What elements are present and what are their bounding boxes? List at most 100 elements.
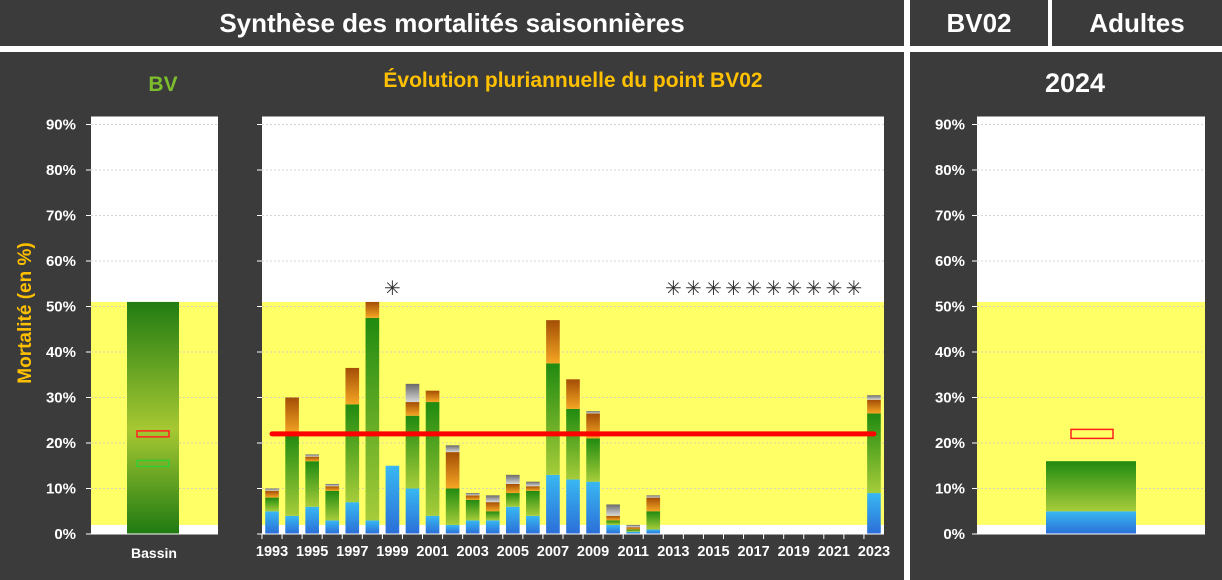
bv-y-tick-label: 80% [46,162,76,179]
current-bar-blue [1046,511,1136,534]
bv-y-tick-label: 60% [46,253,76,270]
history-chart-title: Évolution pluriannuelle du point BV02 [383,69,762,92]
history-x-tick-label: 1997 [336,544,368,560]
history-bar-blue-1996 [325,520,340,534]
history-bar-orange-2023 [867,399,881,414]
history-x-tick-label: 2009 [577,544,609,560]
history-bar-green-1993 [265,497,279,512]
history-bar-orange-2006 [526,486,540,491]
history-x-tick-label: 2011 [617,544,648,560]
header-station: BV02 [910,0,1048,46]
history-bar-orange-2005 [505,483,520,494]
current-y-tick-label: 60% [935,253,965,270]
history-bar-orange-2007 [546,320,560,364]
bv-y-tick-label: 50% [46,299,76,316]
history-bar-blue-1995 [305,506,319,534]
history-bar-blue-1997 [345,502,360,534]
history-missing-marker-2019: ✳ [785,278,802,300]
history-bar-green-2007 [546,363,560,475]
history-bar-orange-2011 [626,527,641,530]
bv-marker-green [136,459,170,468]
bv-y-tick-label: 40% [46,344,76,361]
bv-y-tick-label: 10% [46,481,76,498]
history-missing-marker-2022: ✳ [846,278,863,300]
history-missing-marker-2015: ✳ [705,278,722,300]
history-missing-marker-1999: ✳ [384,278,401,300]
bv-bar-bassin [127,301,179,534]
history-bar-grey-2011 [626,524,641,528]
history-bar-orange-2001 [425,390,440,403]
history-bar-blue-2001 [425,515,440,534]
history-bar-blue-2004 [485,520,500,534]
history-bar-blue-2011 [626,531,641,534]
history-bar-orange-1995 [305,456,319,462]
history-x-tick-label: 2003 [457,544,489,560]
history-bar-orange-2012 [646,497,661,512]
history-x-tick-label: 2001 [416,544,448,560]
history-bar-green-2010 [606,520,620,525]
history-bar-blue-2000 [405,488,420,534]
history-bar-grey-2012 [646,495,661,498]
bv-x-label: Bassin [131,545,177,561]
history-bar-green-2012 [646,511,661,530]
history-x-tick-label: 2017 [737,544,769,560]
history-bar-green-2011 [626,529,641,532]
history-bar-green-2002 [445,488,460,525]
history-bar-green-1997 [345,404,360,503]
history-missing-marker-2018: ✳ [765,278,782,300]
history-bar-blue-2023 [867,493,881,534]
history-bar-orange-1998 [365,301,380,318]
history-missing-marker-2014: ✳ [685,278,702,300]
bv-y-tick-label: 70% [46,208,76,225]
current-reference-marker [1070,428,1114,440]
current-bar-green [1046,461,1136,512]
history-bar-green-2009 [586,438,600,482]
history-bar-orange-1997 [345,367,360,405]
history-bar-grey-2009 [586,411,600,414]
current-y-tick-label: 70% [935,208,965,225]
history-bar-blue-2003 [465,520,480,534]
history-bar-green-2005 [505,493,520,507]
history-bar-green-2003 [465,499,480,521]
history-bar-orange-1994 [285,397,299,434]
history-x-tick-label: 1993 [256,544,288,560]
history-bar-blue-2010 [606,524,620,534]
history-bar-blue-2006 [526,515,540,534]
history-bar-blue-2008 [566,479,580,534]
bv-y-tick-label: 20% [46,435,76,452]
history-bar-orange-2000 [405,402,420,416]
history-bar-orange-2010 [606,515,620,521]
current-y-tick-label: 50% [935,299,965,316]
history-bar-orange-1993 [265,490,279,498]
current-year-title: 2024 [1045,68,1105,98]
history-bar-grey-2003 [465,493,480,496]
header-stage: Adultes [1052,0,1222,46]
history-bar-orange-2004 [485,502,500,512]
history-x-tick-label: 2007 [537,544,569,560]
history-bar-grey-2006 [526,481,540,487]
history-x-tick-label: 2023 [858,544,890,560]
history-bar-grey-2005 [505,474,520,484]
bv-y-tick-label: 0% [54,526,76,543]
bv-marker-red [136,430,170,438]
history-bar-grey-1996 [325,483,340,487]
history-missing-marker-2017: ✳ [745,278,762,300]
bv-y-tick-label: 90% [46,117,76,134]
history-missing-marker-2021: ✳ [825,278,842,300]
history-bar-green-2004 [485,511,500,521]
history-bar-blue-1999 [385,465,400,534]
history-bar-grey-2004 [485,495,500,503]
history-x-tick-label: 2021 [818,544,850,560]
history-bar-grey-2010 [606,504,620,516]
header-title: Synthèse des mortalités saisonnières [0,0,904,46]
history-bar-orange-2002 [445,452,460,489]
history-bar-grey-1995 [305,454,319,457]
history-missing-marker-2013: ✳ [665,278,682,300]
current-y-tick-label: 80% [935,162,965,179]
history-bar-orange-2003 [465,495,480,500]
history-bar-blue-2009 [586,481,600,534]
history-bar-green-2006 [526,490,540,516]
history-x-tick-label: 1999 [376,544,408,560]
y-axis-label: Mortalité (en %) [15,242,36,383]
